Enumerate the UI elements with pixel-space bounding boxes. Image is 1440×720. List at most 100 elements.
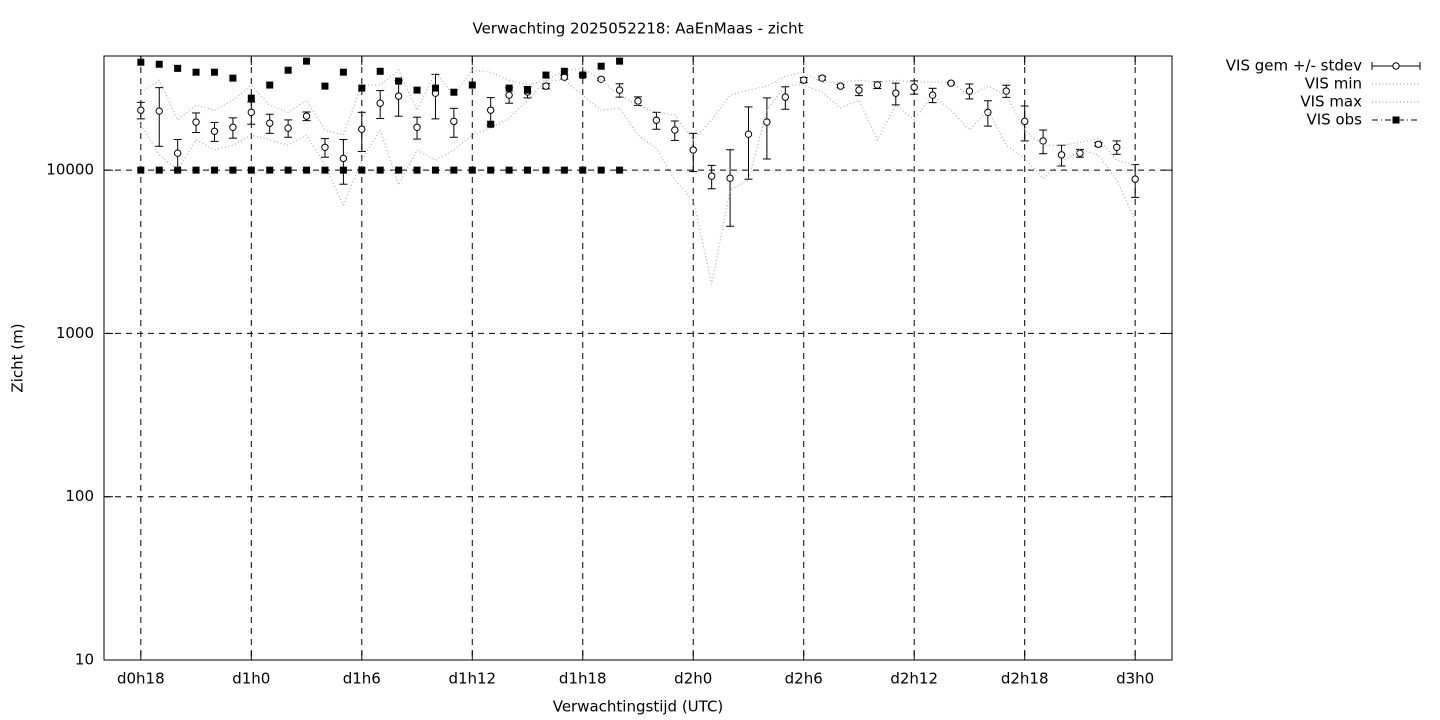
obs-point	[137, 166, 145, 174]
obs-point	[450, 166, 458, 174]
obs-point	[597, 166, 605, 174]
obs-point	[395, 77, 403, 85]
x-tick-label: d1h12	[448, 670, 496, 688]
x-tick-label: d1h6	[343, 670, 381, 688]
mean-point	[560, 73, 569, 81]
mean-point	[266, 119, 274, 127]
obs-point	[210, 166, 218, 174]
mean-point	[892, 89, 900, 97]
obs-point	[303, 166, 311, 174]
obs-point	[174, 166, 182, 174]
obs-point	[487, 166, 495, 174]
obs-point	[339, 166, 347, 174]
mean-point	[1113, 143, 1121, 151]
obs-point	[229, 74, 237, 82]
obs-point	[431, 166, 439, 174]
mean-point	[910, 83, 918, 91]
obs-point	[192, 166, 200, 174]
obs-point	[524, 86, 532, 94]
series-line	[140, 67, 1136, 166]
y-axis-label: Zicht (m)	[9, 323, 27, 392]
obs-point	[303, 57, 311, 65]
chart-title: Verwachting 2025052218: AaEnMaas - zicht	[472, 20, 803, 38]
y-tick-label: 10	[75, 651, 94, 669]
mean-point	[965, 87, 974, 95]
mean-point	[1131, 175, 1139, 183]
obs-point	[560, 67, 568, 75]
obs-point	[210, 68, 218, 76]
obs-point	[321, 82, 329, 90]
mean-point	[671, 126, 679, 134]
y-tick-label: 10000	[46, 161, 94, 179]
obs-point	[468, 166, 476, 174]
obs-point	[358, 84, 366, 92]
mean-point	[1076, 149, 1084, 157]
mean-point	[413, 123, 421, 131]
legend-swatch	[1392, 62, 1400, 70]
mean-point	[1002, 87, 1010, 95]
obs-point	[229, 166, 237, 174]
mean-point	[1039, 137, 1047, 145]
mean-point	[155, 107, 163, 115]
x-tick-label: d2h0	[674, 670, 712, 688]
x-axis-label: Verwachtingstijd (UTC)	[553, 698, 724, 716]
obs-point	[616, 166, 624, 174]
mean-point	[192, 118, 200, 126]
obs-point	[542, 166, 550, 174]
obs-point	[579, 166, 587, 174]
obs-point	[174, 64, 182, 72]
obs-point	[358, 166, 366, 174]
mean-point	[984, 108, 992, 117]
obs-point	[542, 71, 550, 79]
mean-point	[1094, 140, 1103, 148]
mean-point	[505, 91, 513, 99]
obs-point	[284, 166, 292, 174]
mean-point	[284, 124, 292, 132]
obs-point	[413, 86, 421, 94]
mean-point	[873, 81, 882, 89]
legend-label: VIS min	[1305, 75, 1362, 93]
obs-point	[247, 166, 255, 174]
mean-point	[450, 117, 458, 126]
obs-point	[376, 166, 384, 174]
mean-point	[1020, 117, 1029, 126]
obs-point	[616, 57, 624, 65]
x-tick-label: d2h18	[1001, 670, 1049, 688]
obs-point	[524, 166, 532, 174]
mean-point	[689, 146, 697, 154]
obs-point	[376, 67, 384, 75]
mean-point	[376, 99, 384, 107]
x-tick-label: d2h12	[890, 670, 938, 688]
obs-point	[192, 68, 200, 76]
mean-point	[210, 127, 219, 135]
mean-point	[947, 79, 955, 87]
obs-point	[321, 166, 329, 174]
mean-point	[394, 92, 403, 100]
mean-point	[486, 106, 495, 114]
obs-point	[560, 166, 568, 174]
mean-point	[855, 86, 863, 94]
x-tick-label: d1h0	[232, 670, 270, 688]
plot-frame	[103, 55, 1173, 661]
mean-point	[137, 106, 145, 114]
mean-point	[302, 112, 311, 120]
obs-point	[431, 84, 439, 92]
mean-point	[818, 74, 826, 82]
obs-point	[468, 81, 476, 89]
mean-point	[1057, 151, 1066, 159]
obs-point	[247, 94, 255, 102]
legend-swatch	[1392, 116, 1400, 124]
obs-point	[155, 166, 163, 174]
obs-point	[413, 166, 421, 174]
mean-point	[542, 82, 550, 90]
x-tick-label: d0h18	[117, 670, 165, 688]
obs-point	[597, 62, 605, 70]
mean-point	[339, 154, 348, 163]
obs-point	[284, 66, 292, 74]
obs-point	[450, 88, 458, 96]
obs-point	[155, 60, 163, 68]
mean-point	[726, 174, 734, 182]
